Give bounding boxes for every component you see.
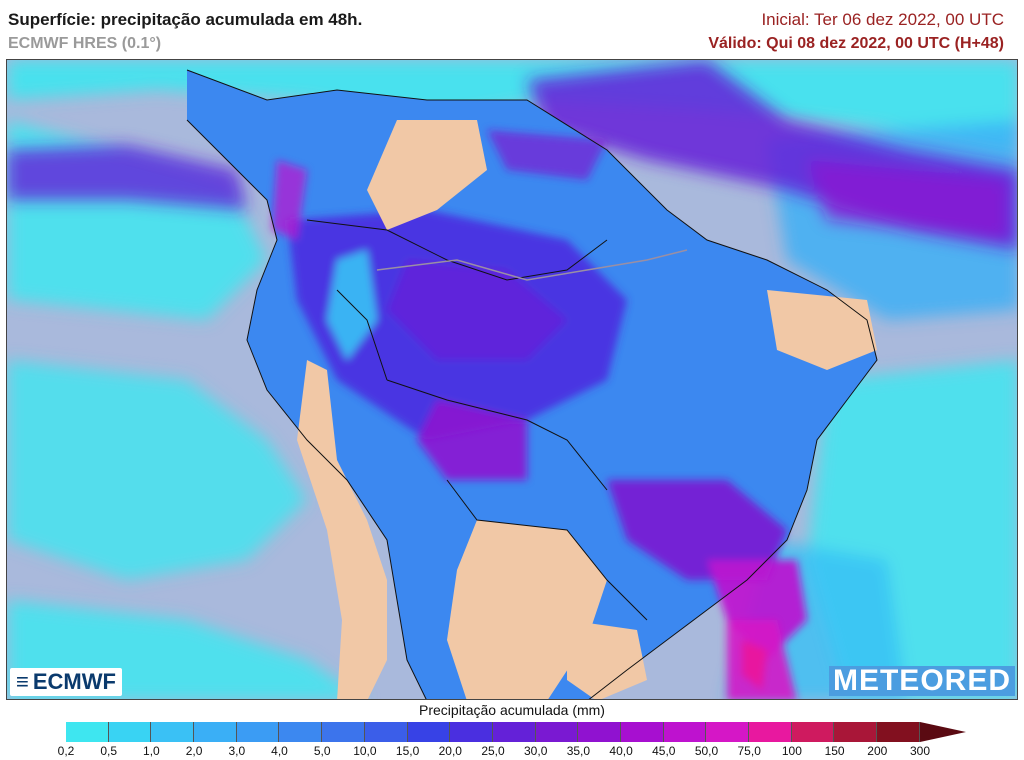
- colorbar-arrow: [919, 722, 966, 742]
- colorbar-cell: [535, 722, 579, 742]
- colorbar-cell: [279, 722, 323, 742]
- ecmwf-logo-text: ECMWF: [32, 669, 116, 694]
- colorbar: [66, 722, 966, 742]
- colorbar-cell: [236, 722, 280, 742]
- colorbar-tick-label: 200: [867, 744, 888, 758]
- colorbar-tick-label: 100: [781, 744, 802, 758]
- colorbar-cell: [791, 722, 835, 742]
- colorbar-cell: [620, 722, 664, 742]
- colorbar-tick-label: 300: [909, 744, 931, 758]
- valid-time: Válido: Qui 08 dez 2022, 00 UTC (H+48): [708, 35, 1004, 52]
- colorbar-tick-label: 50,0: [694, 744, 719, 758]
- colorbar-cell: [492, 722, 536, 742]
- colorbar-cell: [364, 722, 408, 742]
- colorbar-cell: [322, 722, 365, 742]
- legend-title: Precipitação acumulada (mm): [419, 702, 605, 718]
- dry-regions: [297, 120, 877, 699]
- initial-time: Inicial: Ter 06 dez 2022, 00 UTC: [761, 10, 1004, 29]
- colorbar-cell: [578, 722, 621, 742]
- meteored-logo: METEORED: [828, 664, 1015, 697]
- colorbar-cell: [663, 722, 707, 742]
- colorbar-cell: [108, 722, 152, 742]
- colorbar-tick-label: 40,0: [609, 744, 633, 758]
- colorbar-cell: [706, 722, 749, 742]
- colorbar-tick-label: 45,0: [652, 744, 676, 758]
- colorbar-tick-label: 1,0: [143, 744, 160, 758]
- colorbar-tick-label: 0,5: [100, 744, 118, 758]
- map-graphic: [7, 60, 1017, 699]
- colorbar-ticks: 0,2 0,5 1,0 2,0 3,0 4,0 5,0 10,0 15,0 20,0 25,0 30,…: [0, 744, 1024, 760]
- colorbar-cell: [66, 722, 109, 742]
- atlantic-heavy-band: [7, 60, 1017, 250]
- colorbar-cell: [407, 722, 451, 742]
- borders: [186, 69, 878, 699]
- colorbar-tick-label: 30,0: [524, 744, 548, 758]
- colorbar-tick-label: 2,0: [185, 744, 203, 758]
- ecmwf-logo: ≡ ECMWF: [10, 668, 122, 696]
- colorbar-tick-label: 15,0: [395, 744, 420, 758]
- colorbar-tick-label: 75,0: [737, 744, 761, 758]
- colorbar-cell: [194, 722, 237, 742]
- colorbar-tick-label: 150: [824, 744, 845, 758]
- land-precip-fields: [272, 130, 807, 699]
- colorbar-tick-label: 20,0: [438, 744, 462, 758]
- colorbar-cell: [877, 722, 920, 742]
- precipitation-map[interactable]: ≡ ECMWF METEORED: [6, 59, 1018, 700]
- colorbar-tick-label: 3,0: [228, 744, 246, 758]
- colorbar-cell: [450, 722, 493, 742]
- colorbar-tick-label: 4,0: [271, 744, 288, 758]
- ecmwf-logo-icon: ≡: [16, 669, 29, 694]
- colorbar-cell: [749, 722, 792, 742]
- amazon-river: [376, 249, 688, 281]
- colorbar-tick-label: 35,0: [566, 744, 591, 758]
- map-title: Superfície: precipitação acumulada em 48…: [8, 10, 363, 29]
- colorbar-tick-label: 25,0: [481, 744, 505, 758]
- colorbar-cell: [151, 722, 195, 742]
- colorbar-tick-label: 5,0: [313, 744, 331, 758]
- model-label: ECMWF HRES (0.1°): [8, 35, 162, 52]
- colorbar-tick-label: 0,2: [57, 744, 75, 758]
- colorbar-cell: [834, 722, 878, 742]
- colorbar-tick-label: 10,0: [353, 744, 377, 758]
